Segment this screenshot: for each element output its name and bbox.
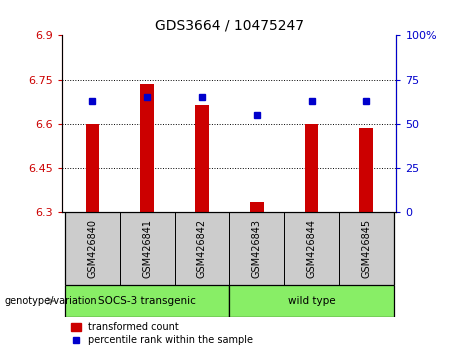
Bar [305,124,319,212]
Bar [140,84,154,212]
Text: genotype/variation: genotype/variation [5,296,97,306]
Text: wild type: wild type [288,296,335,306]
Text: GSM426843: GSM426843 [252,219,262,278]
Text: GSM426841: GSM426841 [142,219,152,278]
Text: GSM426845: GSM426845 [361,219,371,278]
Title: GDS3664 / 10475247: GDS3664 / 10475247 [155,19,304,33]
Bar [339,212,394,285]
Text: SOCS-3 transgenic: SOCS-3 transgenic [98,296,196,306]
Bar [360,129,373,212]
Bar [175,212,229,285]
Bar [250,202,264,212]
Bar [195,105,209,212]
Bar [284,212,339,285]
Text: GSM426844: GSM426844 [307,219,317,278]
Bar [120,212,175,285]
Text: GSM426842: GSM426842 [197,219,207,278]
Bar [229,285,394,317]
Legend: transformed count, percentile rank within the sample: transformed count, percentile rank withi… [67,319,257,349]
Bar [229,212,284,285]
Bar [86,124,99,212]
Bar [65,285,229,317]
Text: GSM426840: GSM426840 [88,219,97,278]
Bar [65,212,120,285]
